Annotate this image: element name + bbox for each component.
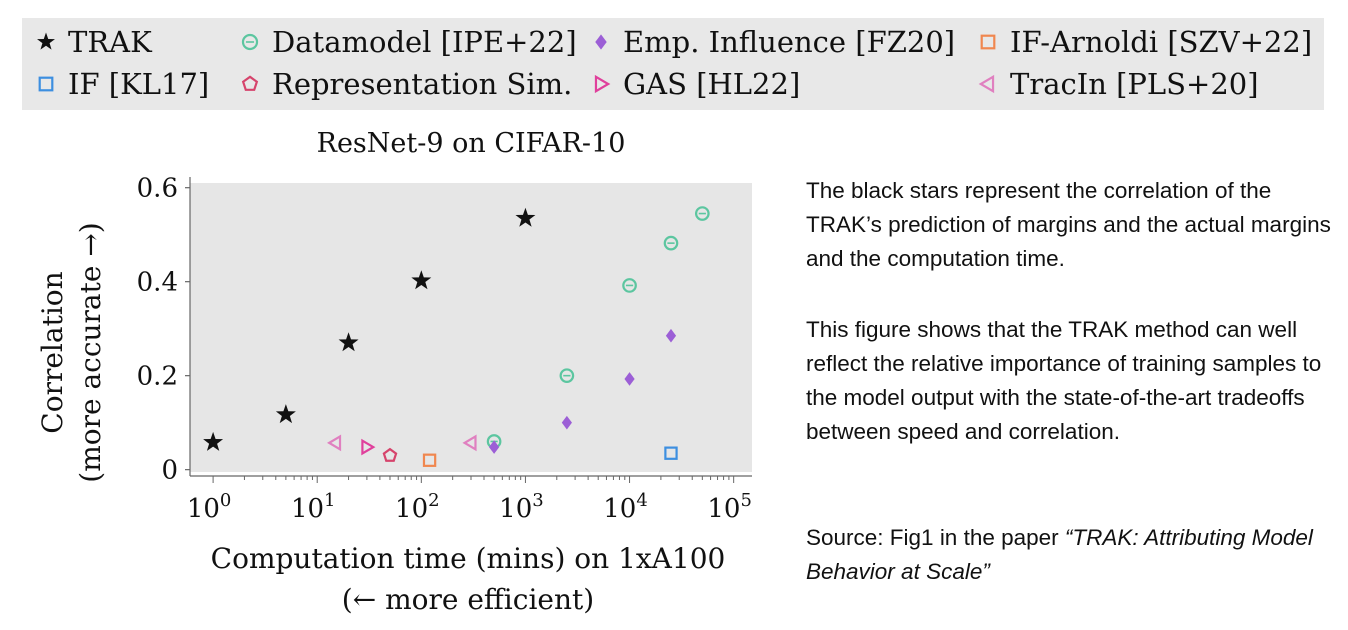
data-point-circle (622, 278, 637, 293)
square-marker-icon (980, 34, 996, 50)
y-tick-label: 0.6 (137, 174, 178, 204)
star-marker-icon (37, 32, 55, 50)
star-marker-icon (32, 28, 60, 56)
legend-label: TracIn [PLS+20] (1010, 67, 1259, 101)
data-point-diamond (624, 372, 635, 386)
circle-marker-icon (236, 28, 264, 56)
legend-label: IF-Arnoldi [SZV+22] (1010, 25, 1313, 59)
legend-label: TRAK (68, 25, 152, 59)
data-point-square (664, 446, 678, 460)
square-marker-icon (32, 70, 60, 98)
scatter-chart: ResNet-9 on CIFAR-10 0 0.2 0.4 0.6 100 101 102 1… (36, 128, 752, 616)
data-point-diamond (561, 415, 572, 430)
data-point-triangle-left (326, 434, 342, 452)
square-marker-icon (38, 76, 54, 92)
y-tick-label: 0.2 (137, 362, 178, 392)
x-tick-label: 102 (395, 490, 440, 524)
source-citation: Source: Fig1 in the paper “TRAK: Attribu… (806, 521, 1336, 589)
x-axis-sublabel: (← more efficient) (342, 583, 594, 616)
legend: TRAK Datamodel [IPE+22] Emp. Influence [… (22, 18, 1324, 110)
triangle-right-marker-icon (594, 74, 611, 94)
legend-item-emp-influence: Emp. Influence [FZ20] (587, 24, 955, 60)
x-tick-label: 105 (707, 490, 752, 524)
x-tick-label: 103 (499, 490, 544, 524)
x-axis-label: Computation time (mins) on 1xA100 (211, 542, 726, 575)
data-point-square (422, 453, 437, 467)
legend-item-if-arnoldi: IF-Arnoldi [SZV+22] (974, 24, 1312, 60)
description-para-2: This figure shows that the TRAK method c… (806, 317, 1322, 444)
legend-label: Representation Sim. (272, 67, 573, 101)
triangle-left-marker-icon (974, 70, 1002, 98)
square-marker-icon (974, 28, 1002, 56)
legend-item-gas: GAS [HL22] (587, 66, 800, 102)
source-prefix: Source: Fig1 in the paper (806, 525, 1065, 550)
pentagon-marker-icon (241, 75, 259, 91)
y-tick-label: 0.4 (137, 268, 178, 298)
data-point-pentagon (382, 447, 398, 462)
triangle-left-marker-icon (978, 74, 995, 94)
circle-marker-icon (241, 33, 259, 51)
chart-title: ResNet-9 on CIFAR-10 (317, 128, 626, 159)
data-point-star (515, 207, 536, 227)
legend-item-tracin: TracIn [PLS+20] (974, 66, 1259, 102)
legend-label: Datamodel [IPE+22] (272, 25, 577, 59)
legend-item-datamodel: Datamodel [IPE+22] (236, 24, 577, 60)
y-tick-label: 0 (161, 456, 178, 486)
triangle-right-marker-icon (587, 70, 615, 98)
x-tick-label: 104 (603, 490, 648, 524)
x-tick-label: 101 (291, 490, 336, 524)
data-point-circle (559, 368, 575, 384)
legend-label: IF [KL17] (68, 67, 210, 101)
legend-label: GAS [HL22] (623, 67, 801, 101)
description-para-1: The black stars represent the correlatio… (806, 178, 1331, 271)
y-axis-label: Correlation (36, 271, 69, 433)
data-point-diamond (665, 328, 677, 343)
y-axis-sublabel: (more accurate →) (74, 222, 107, 482)
legend-item-trak: TRAK (32, 24, 152, 60)
plot-area (190, 183, 752, 472)
data-point-diamond (488, 440, 500, 454)
data-point-circle (663, 235, 679, 251)
legend-label: Emp. Influence [FZ20] (623, 25, 956, 59)
pentagon-marker-icon (236, 70, 264, 98)
data-point-triangle-left (462, 434, 477, 452)
x-tick-label: 100 (187, 490, 232, 524)
data-point-star (275, 404, 296, 424)
data-point-star (338, 332, 359, 352)
legend-item-representation-sim: Representation Sim. (236, 66, 572, 102)
data-point-star (203, 431, 224, 451)
data-point-triangle-right (361, 438, 376, 456)
data-point-circle (694, 206, 710, 221)
legend-item-if-kl17: IF [KL17] (32, 66, 209, 102)
diamond-marker-icon (587, 28, 615, 56)
diamond-marker-icon (595, 34, 607, 50)
source-title: “TRAK: Attributing Model Behavior at Sca… (806, 525, 1313, 584)
data-point-star (411, 270, 432, 290)
